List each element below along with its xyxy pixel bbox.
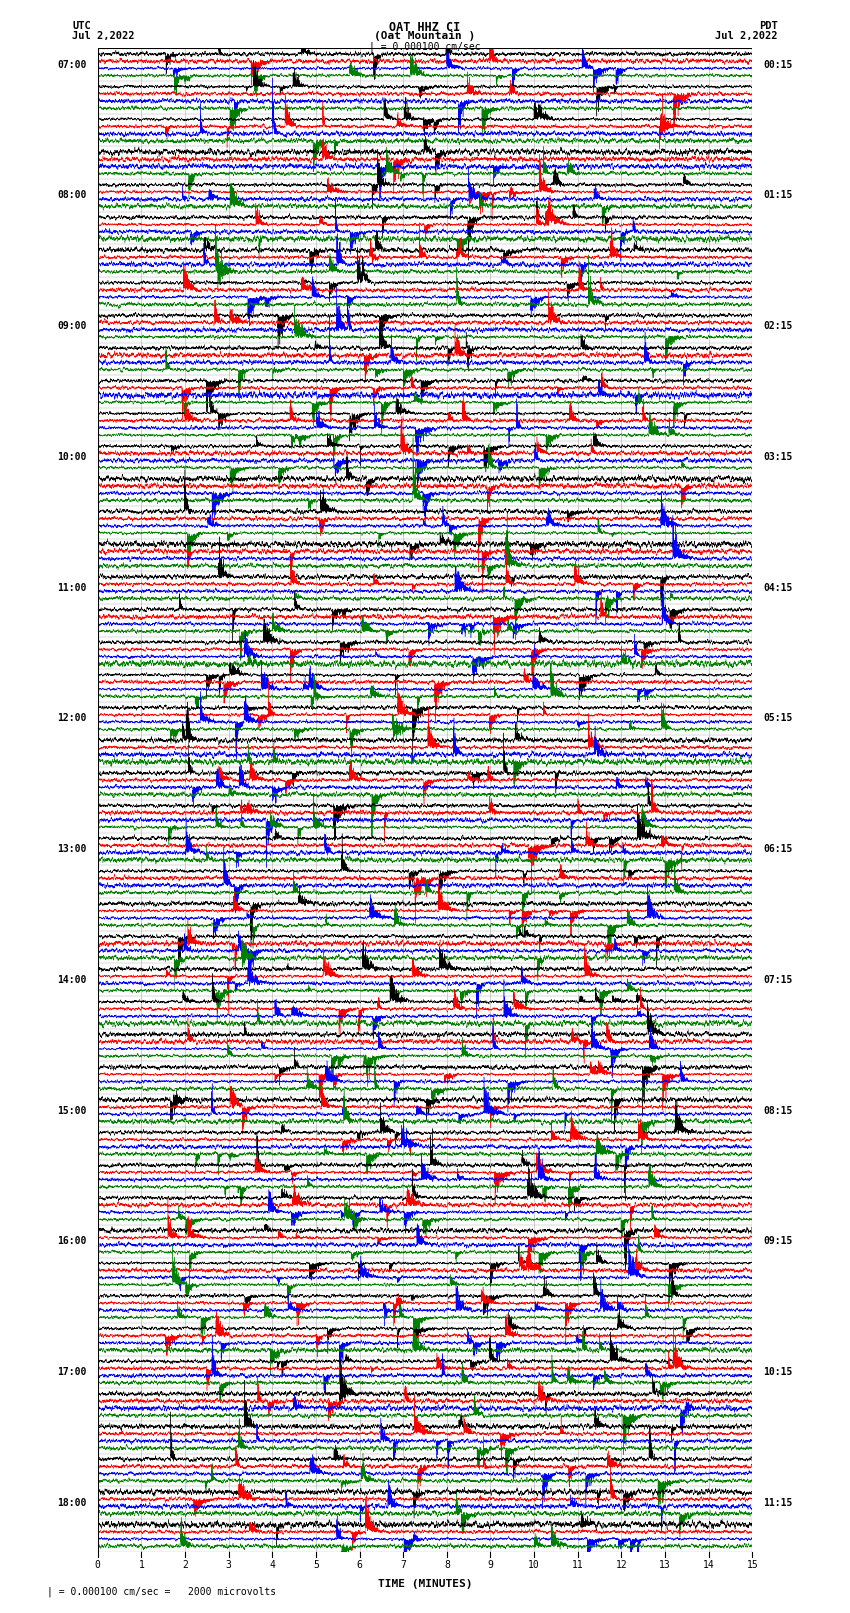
- Text: 15:00: 15:00: [58, 1105, 87, 1116]
- Text: 7: 7: [400, 1560, 406, 1569]
- Text: (Oat Mountain ): (Oat Mountain ): [374, 31, 476, 40]
- Text: 16:00: 16:00: [58, 1236, 87, 1247]
- Text: PDT: PDT: [759, 21, 778, 31]
- Text: 11: 11: [572, 1560, 584, 1569]
- Text: 8: 8: [444, 1560, 450, 1569]
- Text: 4: 4: [269, 1560, 275, 1569]
- Text: 12: 12: [615, 1560, 627, 1569]
- Text: 10:15: 10:15: [763, 1366, 792, 1378]
- Text: 11:00: 11:00: [58, 582, 87, 592]
- Text: TIME (MINUTES): TIME (MINUTES): [377, 1579, 473, 1589]
- Text: 09:15: 09:15: [763, 1236, 792, 1247]
- Text: 15: 15: [746, 1560, 758, 1569]
- Text: Jul 2,2022: Jul 2,2022: [715, 31, 778, 40]
- Text: 1: 1: [139, 1560, 145, 1569]
- Text: 08:15: 08:15: [763, 1105, 792, 1116]
- Text: 0: 0: [95, 1560, 100, 1569]
- Text: Jul 2,2022: Jul 2,2022: [72, 31, 135, 40]
- Text: 02:15: 02:15: [763, 321, 792, 331]
- Text: 18:00: 18:00: [58, 1498, 87, 1508]
- Text: 14:00: 14:00: [58, 974, 87, 986]
- Text: UTC: UTC: [72, 21, 91, 31]
- Text: 11:15: 11:15: [763, 1498, 792, 1508]
- Text: 07:15: 07:15: [763, 974, 792, 986]
- Text: 17:00: 17:00: [58, 1366, 87, 1378]
- Text: 04:15: 04:15: [763, 582, 792, 592]
- Text: 5: 5: [313, 1560, 319, 1569]
- Text: 01:15: 01:15: [763, 190, 792, 200]
- Text: OAT HHZ CI: OAT HHZ CI: [389, 21, 461, 34]
- Text: 00:15: 00:15: [763, 60, 792, 69]
- Text: | = 0.000100 cm/sec =   2000 microvolts: | = 0.000100 cm/sec = 2000 microvolts: [47, 1586, 276, 1597]
- Text: 13:00: 13:00: [58, 844, 87, 853]
- Text: 07:00: 07:00: [58, 60, 87, 69]
- Text: 6: 6: [357, 1560, 362, 1569]
- Text: 08:00: 08:00: [58, 190, 87, 200]
- Text: 05:15: 05:15: [763, 713, 792, 723]
- Text: 13: 13: [659, 1560, 671, 1569]
- Text: 03:15: 03:15: [763, 452, 792, 461]
- Text: 14: 14: [703, 1560, 715, 1569]
- Text: 3: 3: [226, 1560, 231, 1569]
- Text: 12:00: 12:00: [58, 713, 87, 723]
- Text: | = 0.000100 cm/sec: | = 0.000100 cm/sec: [369, 42, 481, 53]
- Text: 10: 10: [528, 1560, 540, 1569]
- Text: 2: 2: [182, 1560, 188, 1569]
- Text: 10:00: 10:00: [58, 452, 87, 461]
- Text: 09:00: 09:00: [58, 321, 87, 331]
- Text: 9: 9: [488, 1560, 493, 1569]
- Text: 06:15: 06:15: [763, 844, 792, 853]
